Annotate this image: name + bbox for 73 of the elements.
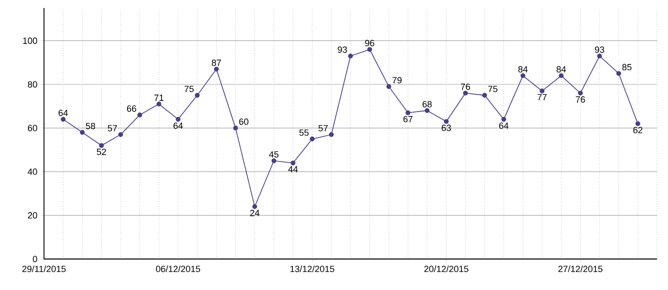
point (176, 116, 180, 122)
point (271, 158, 276, 164)
data-label: 24 (250, 210, 260, 216)
y-tick-label: 80 (28, 81, 38, 88)
point (578, 90, 583, 96)
x-tick-label: 13/12/2015 (290, 266, 334, 272)
data-label: 85 (622, 64, 632, 70)
y-tick-label: 60 (28, 124, 38, 132)
data-label: 93 (338, 46, 347, 53)
point (156, 102, 162, 106)
data-label: 75 (184, 86, 194, 92)
point (194, 92, 200, 98)
y-tick-label: 20 (28, 212, 38, 219)
point (520, 73, 526, 78)
point (99, 143, 104, 148)
data-label: 60 (239, 118, 248, 125)
point (328, 132, 334, 137)
point (348, 54, 353, 58)
point (501, 116, 506, 122)
point (137, 112, 142, 118)
data-label: 68 (422, 101, 432, 108)
point (367, 47, 372, 52)
data-label: 75 (488, 86, 498, 92)
data-label: 67 (403, 116, 413, 122)
data-label: 63 (442, 124, 451, 132)
x-tick-label: 20/12/2015 (424, 266, 468, 272)
point (635, 121, 640, 126)
data-label: 62 (633, 126, 642, 134)
point (386, 84, 392, 89)
data-label: 64 (58, 110, 68, 116)
point (80, 130, 85, 135)
data-label: 93 (594, 46, 604, 53)
point (118, 132, 124, 137)
data-label: 64 (499, 122, 508, 129)
point (540, 88, 544, 94)
data-label: 44 (288, 166, 298, 172)
data-label: 66 (127, 105, 136, 112)
point (482, 92, 487, 98)
data-label: 52 (96, 148, 106, 156)
point (233, 126, 238, 130)
data-label: 57 (108, 125, 117, 132)
point (424, 108, 430, 113)
data-label: 71 (154, 94, 164, 101)
point (406, 110, 410, 116)
point (252, 204, 258, 210)
data-label: 57 (318, 125, 328, 132)
x-tick-label: 27/12/2015 (558, 266, 602, 272)
point (444, 119, 449, 124)
point (60, 116, 66, 122)
data-label: 87 (212, 60, 221, 66)
data-label: 55 (299, 130, 309, 136)
point (597, 54, 602, 58)
x-tick-label: 29/11/2015 (22, 266, 66, 272)
data-label: 58 (86, 122, 96, 130)
point (558, 73, 564, 78)
point (214, 66, 219, 72)
y-tick-label: 100 (23, 38, 38, 44)
y-tick-label: 0 (32, 256, 38, 262)
data-label: 77 (538, 94, 547, 100)
data-label: 76 (460, 84, 470, 90)
x-tick-label: 06/12/2015 (156, 266, 200, 272)
point (463, 90, 468, 96)
data-label: 76 (576, 96, 585, 103)
point (290, 160, 296, 166)
data-label: 45 (269, 151, 278, 158)
point (310, 136, 315, 142)
data-label: 84 (518, 66, 528, 72)
point (616, 71, 622, 76)
data-label: 84 (556, 66, 566, 72)
data-label: 64 (174, 122, 183, 129)
y-tick-label: 40 (28, 168, 38, 175)
data-label: 79 (392, 77, 402, 84)
data-label: 96 (365, 40, 374, 46)
